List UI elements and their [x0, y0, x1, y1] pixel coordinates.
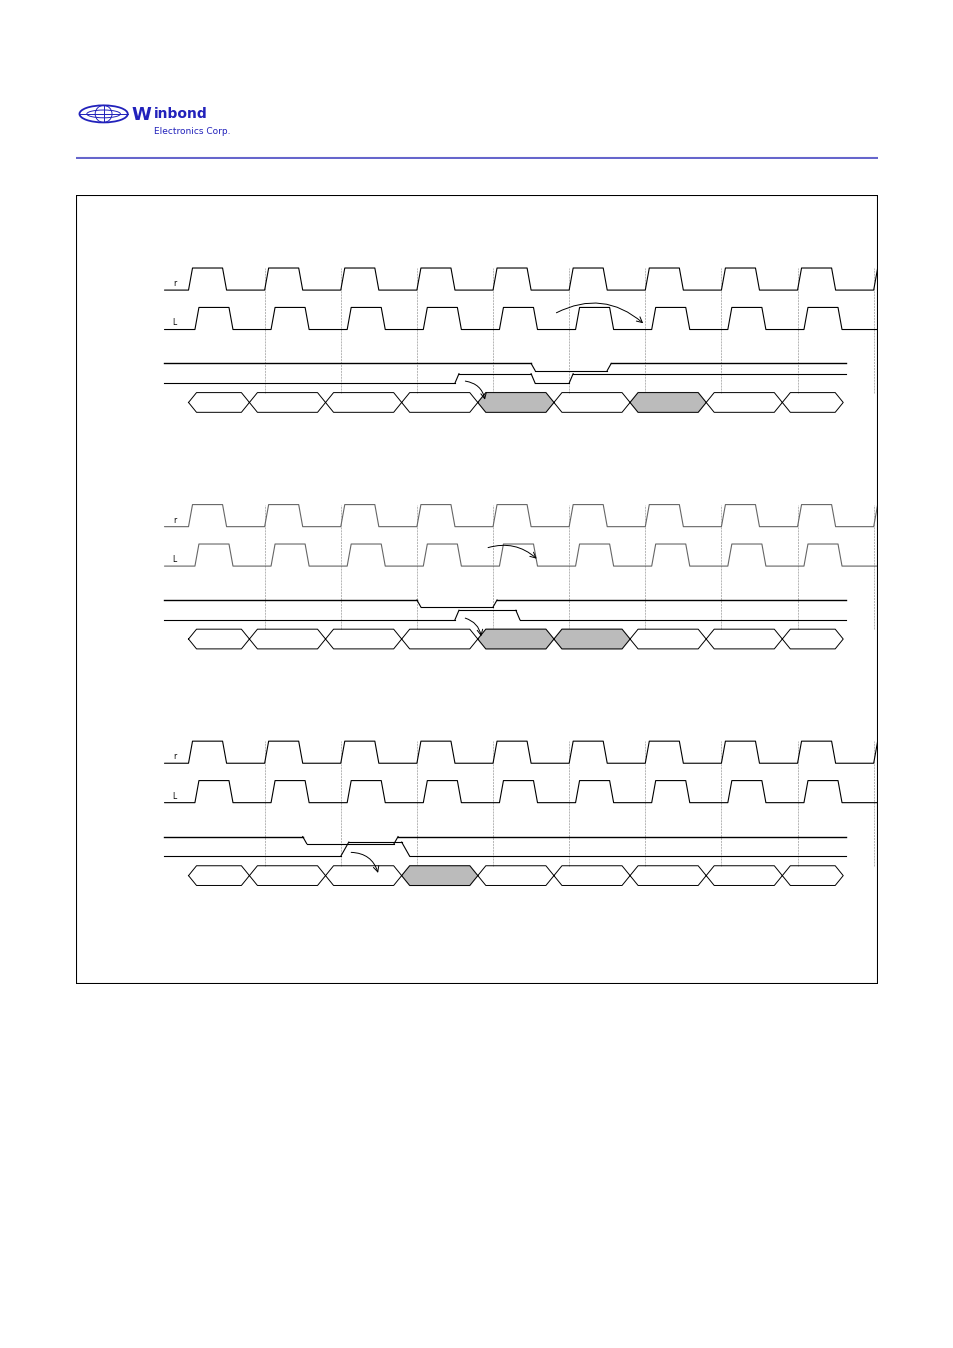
- Text: L: L: [172, 318, 176, 328]
- Polygon shape: [629, 392, 705, 412]
- Text: L: L: [172, 555, 176, 563]
- Polygon shape: [401, 865, 477, 886]
- Polygon shape: [477, 392, 554, 412]
- Polygon shape: [477, 630, 554, 648]
- Polygon shape: [554, 630, 629, 648]
- Text: r: r: [173, 279, 176, 288]
- Text: Electronics Corp.: Electronics Corp.: [153, 127, 231, 136]
- Text: r: r: [173, 515, 176, 524]
- Text: L: L: [172, 791, 176, 801]
- Text: W: W: [132, 106, 152, 124]
- Text: inbond: inbond: [153, 106, 208, 121]
- Text: r: r: [173, 752, 176, 762]
